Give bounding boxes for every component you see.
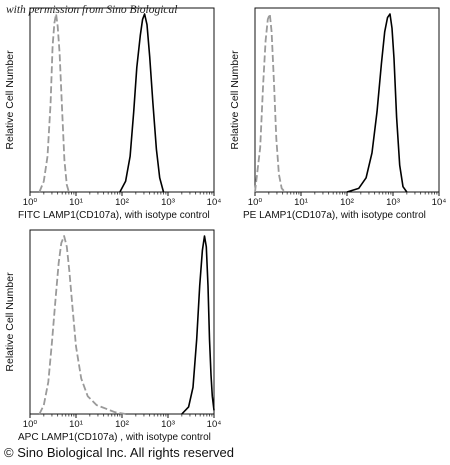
x-tick-label: 10³ (161, 419, 175, 430)
x-tick-label: 10¹ (69, 197, 83, 208)
x-axis-label: APC LAMP1(CD107a) , with isotype control (18, 432, 211, 443)
isotype-control-histogram (38, 13, 70, 193)
x-tick-label: 10⁰ (23, 419, 38, 430)
x-tick-label: 10³ (386, 197, 400, 208)
y-axis-label: Relative Cell Number (229, 50, 241, 150)
x-tick-label: 10² (115, 419, 129, 430)
isotype-control-histogram (254, 13, 286, 193)
x-tick-label: 10² (340, 197, 354, 208)
x-tick-label: 10² (115, 197, 129, 208)
x-tick-label: 10⁴ (432, 197, 447, 208)
watermark: with permission from Sino Biological (6, 4, 178, 16)
plot-frame (254, 7, 440, 193)
x-tick-label: 10¹ (69, 419, 83, 430)
x-axis-label: PE LAMP1(CD107a), with isotype control (243, 210, 426, 221)
chart-svg: 10⁰ 10¹ 10² 10³ 10⁴ Relative Cell Number APC L… (4, 229, 222, 443)
x-tick-label: 10⁴ (207, 197, 222, 208)
x-tick-label: 10⁰ (23, 197, 38, 208)
x-tick-label: 10⁴ (207, 419, 222, 430)
plot-frame (29, 229, 215, 415)
y-axis-label: Relative Cell Number (4, 272, 16, 372)
lamp1-histogram (181, 235, 215, 415)
isotype-control-histogram (38, 235, 126, 415)
lamp1-histogram (346, 13, 408, 193)
copyright-footer: © Sino Biological Inc. All rights reserv… (4, 445, 234, 460)
histogram-panel-fitc: 10⁰ 10¹ 10² 10³ 10⁴ Relative Cell Number FITC … (0, 0, 222, 225)
chart-svg: 10⁰ 10¹ 10² 10³ 10⁴ Relative Cell Number FITC … (4, 7, 222, 221)
histogram-panel-apc: 10⁰ 10¹ 10² 10³ 10⁴ Relative Cell Number APC L… (0, 222, 222, 447)
x-axis-label: FITC LAMP1(CD107a), with isotype control (18, 210, 210, 221)
chart-svg: 10⁰ 10¹ 10² 10³ 10⁴ Relative Cell Number PE LA… (229, 7, 447, 221)
histogram-panel-pe: 10⁰ 10¹ 10² 10³ 10⁴ Relative Cell Number PE LA… (225, 0, 447, 225)
y-axis-label: Relative Cell Number (4, 50, 16, 150)
x-tick-label: 10¹ (294, 197, 308, 208)
lamp1-histogram (119, 13, 165, 193)
x-tick-label: 10³ (161, 197, 175, 208)
x-tick-label: 10⁰ (248, 197, 263, 208)
